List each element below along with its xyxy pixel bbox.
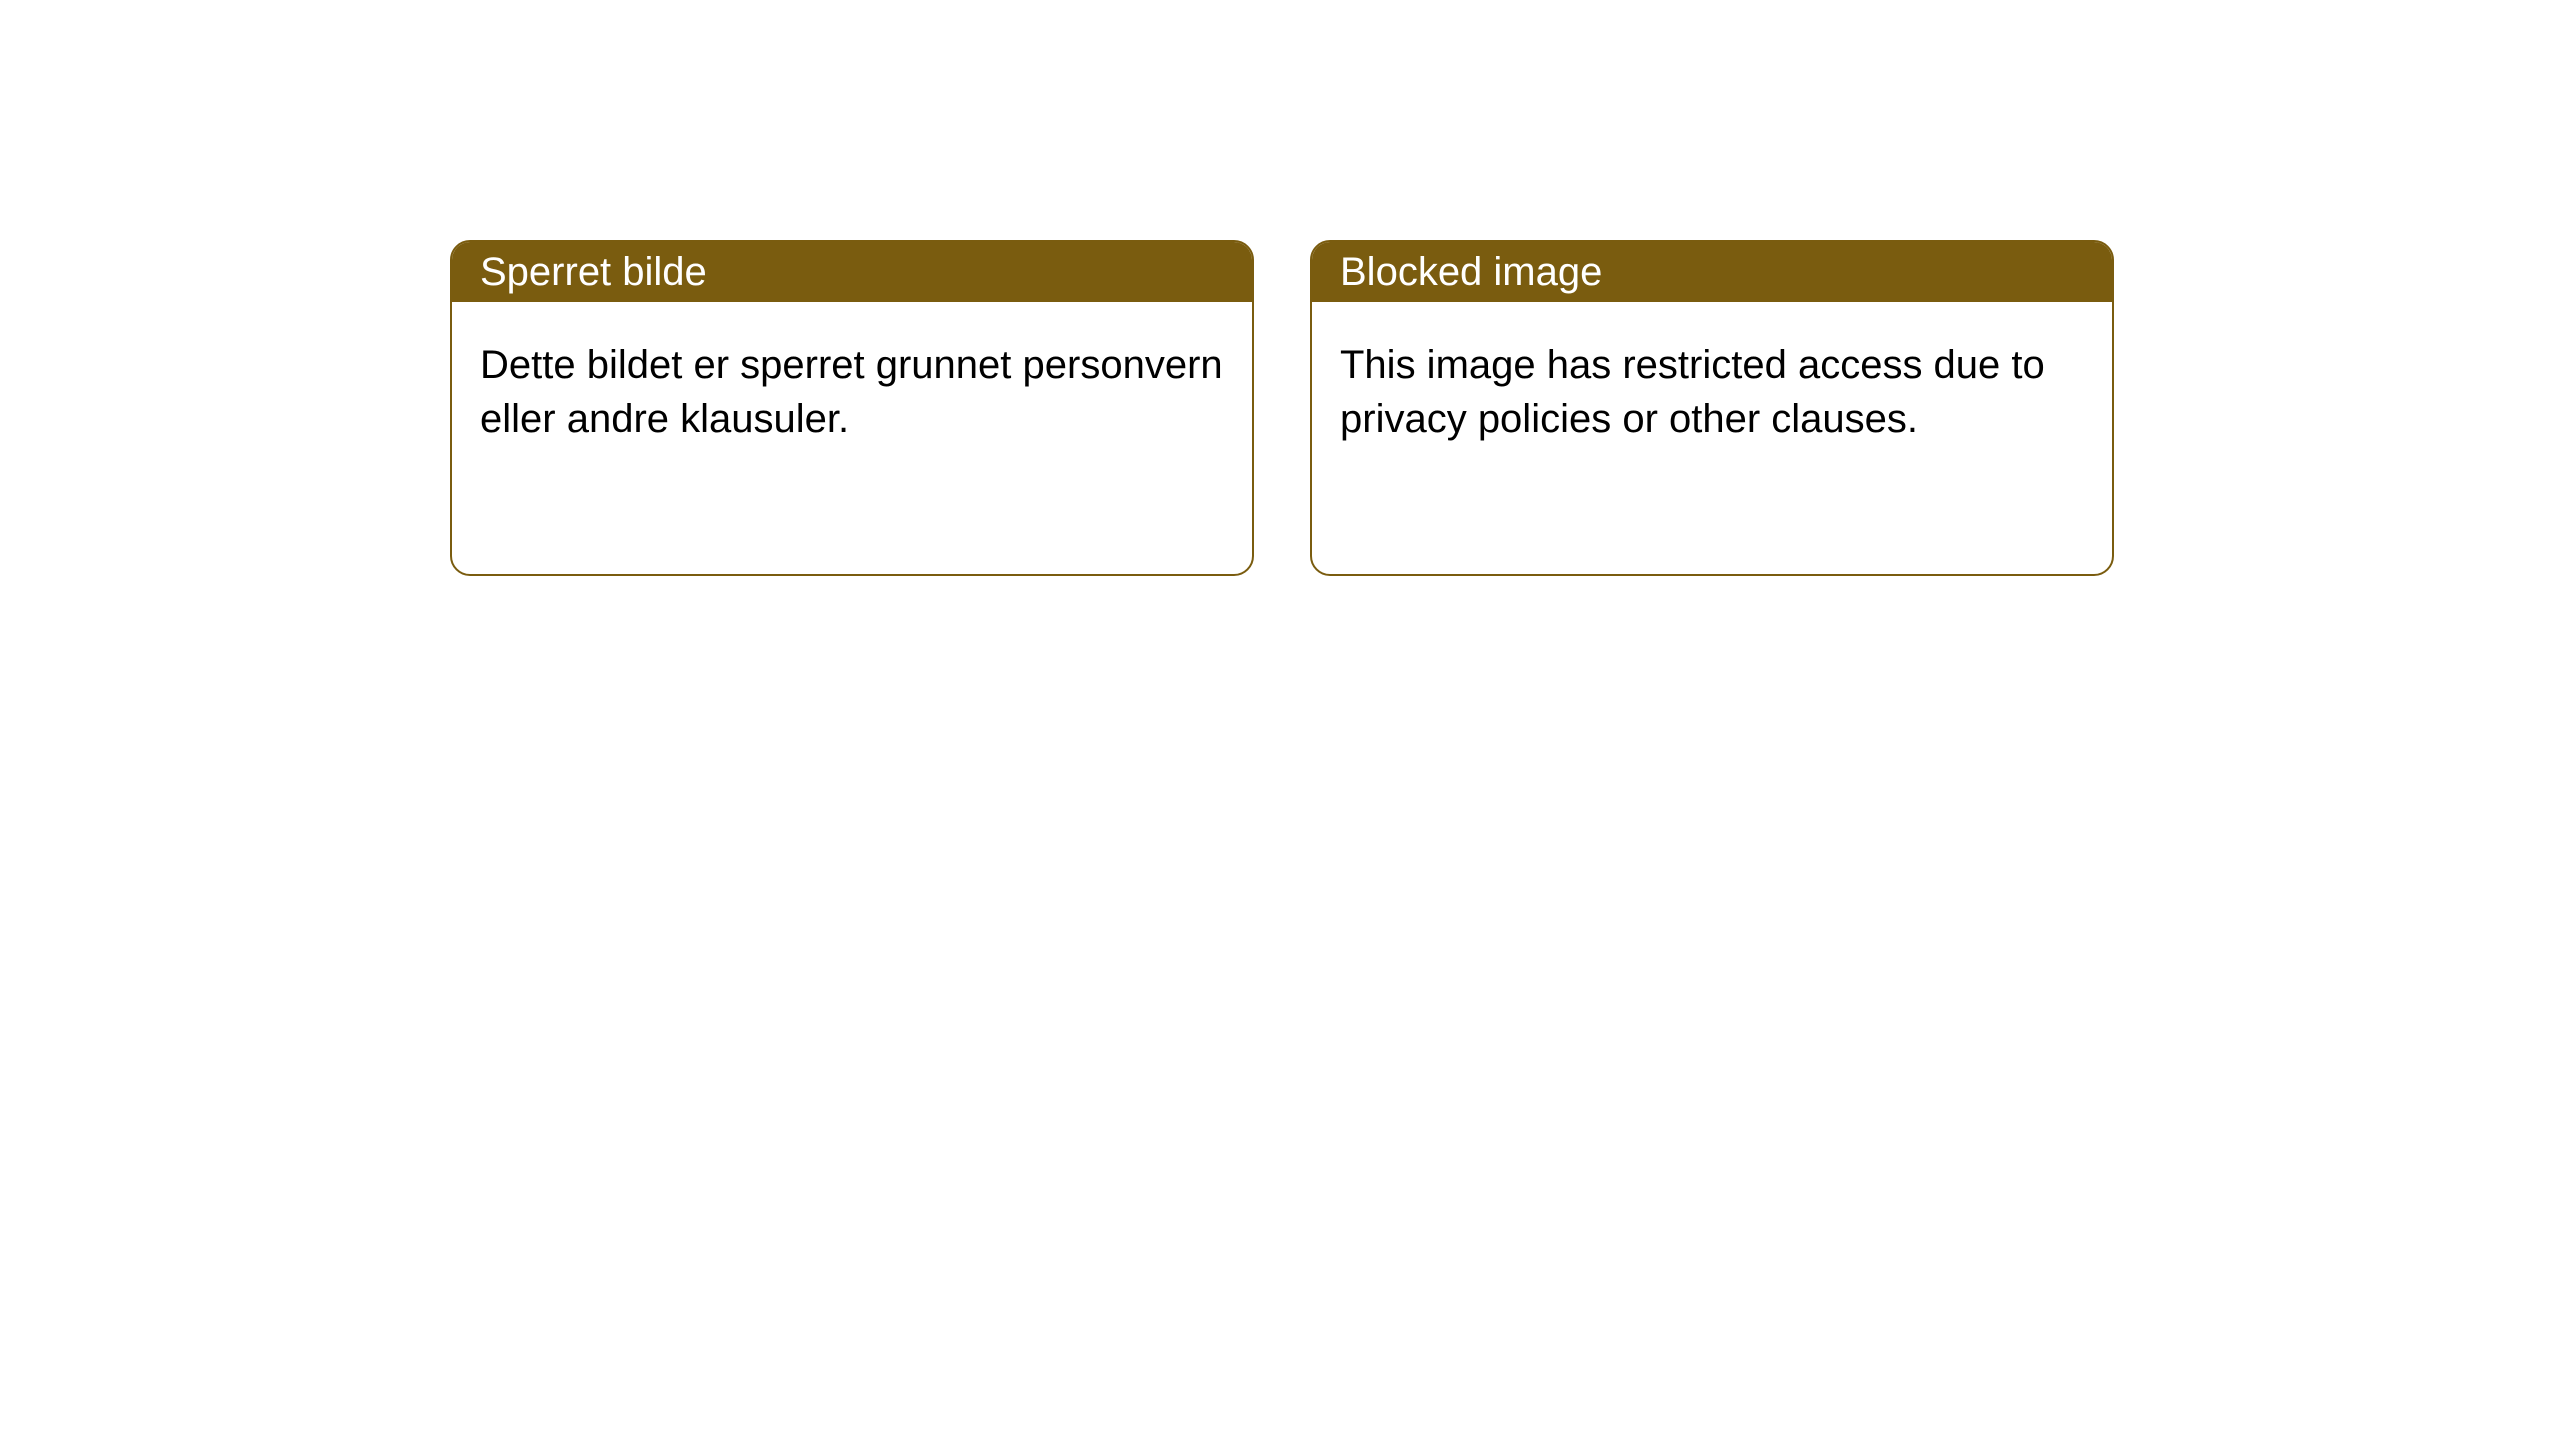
notice-title: Sperret bilde xyxy=(480,250,707,295)
notice-card-english: Blocked image This image has restricted … xyxy=(1310,240,2114,576)
notice-body-text: This image has restricted access due to … xyxy=(1340,343,2045,441)
notice-container: Sperret bilde Dette bildet er sperret gr… xyxy=(0,0,2560,576)
notice-body-text: Dette bildet er sperret grunnet personve… xyxy=(480,343,1223,441)
notice-header: Sperret bilde xyxy=(452,242,1252,302)
notice-header: Blocked image xyxy=(1312,242,2112,302)
notice-body: This image has restricted access due to … xyxy=(1312,302,2112,482)
notice-card-norwegian: Sperret bilde Dette bildet er sperret gr… xyxy=(450,240,1254,576)
notice-body: Dette bildet er sperret grunnet personve… xyxy=(452,302,1252,482)
notice-title: Blocked image xyxy=(1340,250,1602,295)
